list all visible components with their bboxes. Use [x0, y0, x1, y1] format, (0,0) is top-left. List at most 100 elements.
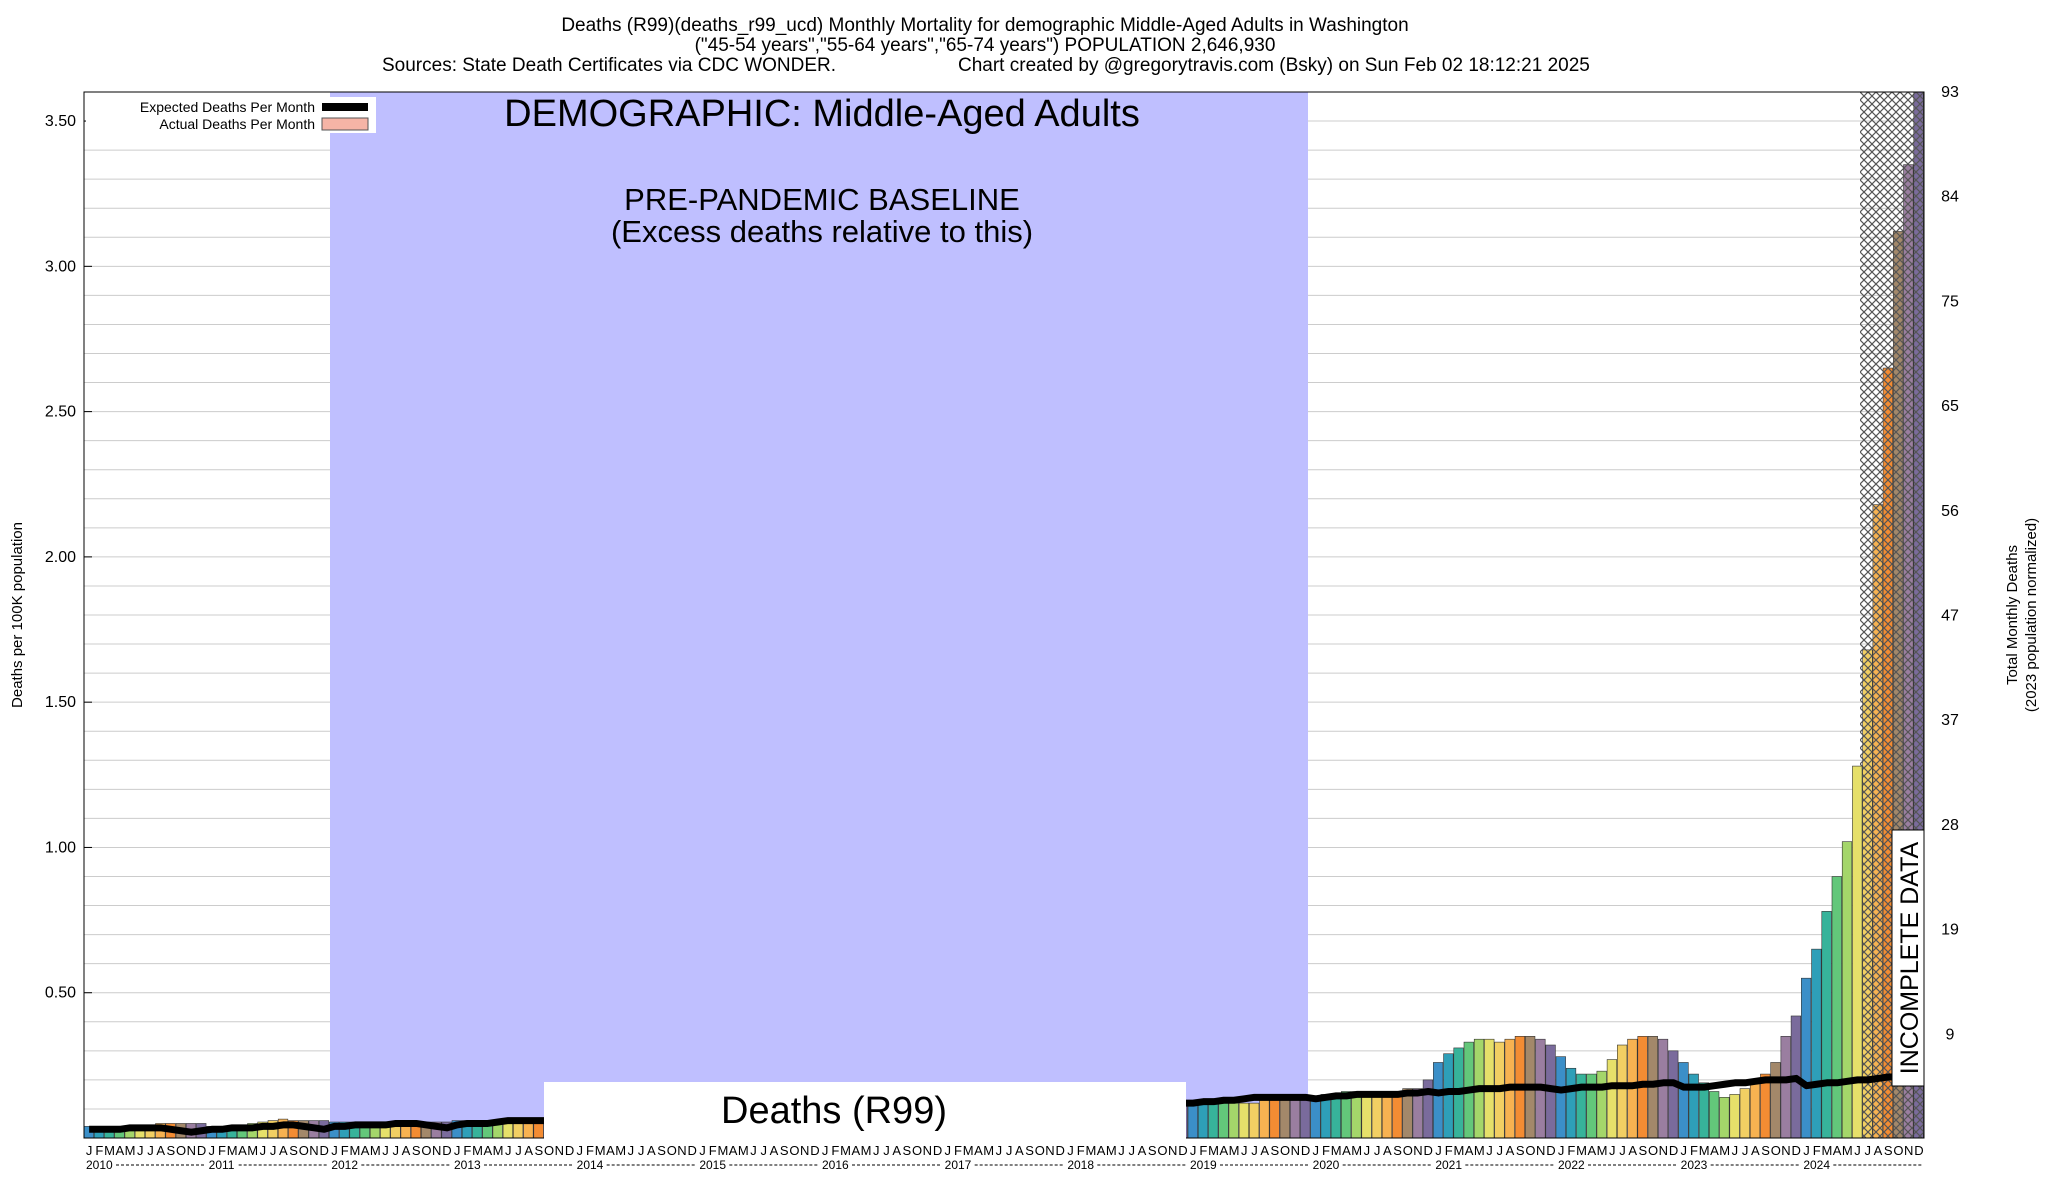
month-tick-label: F	[218, 1143, 226, 1158]
actual-deaths-bar	[1719, 1097, 1730, 1139]
month-tick-label: J	[1374, 1143, 1381, 1158]
month-tick-label: N	[1781, 1143, 1790, 1158]
month-tick-label: F	[1690, 1143, 1698, 1158]
month-tick-label: O	[1771, 1143, 1781, 1158]
month-tick-label: M	[1842, 1143, 1853, 1158]
actual-deaths-bar	[1208, 1102, 1219, 1139]
month-tick-label: O	[1403, 1143, 1413, 1158]
incomplete-bar-hatch	[1872, 504, 1883, 1139]
month-tick-label: J	[393, 1143, 400, 1158]
month-tick-label: D	[197, 1143, 206, 1158]
month-tick-label: N	[1904, 1143, 1913, 1158]
y-tick-label: 3.50	[45, 113, 76, 130]
month-tick-label: M	[1453, 1143, 1464, 1158]
demographic-annotation: DEMOGRAPHIC: Middle-Aged Adults	[504, 93, 1140, 135]
month-tick-label: J	[1435, 1143, 1442, 1158]
month-tick-label: O	[1893, 1143, 1903, 1158]
incomplete-bar-hatch	[1893, 231, 1903, 1139]
month-tick-label: A	[1097, 1143, 1106, 1158]
month-tick-label: A	[851, 1143, 860, 1158]
month-tick-label: D	[1546, 1143, 1555, 1158]
month-tick-label: J	[1364, 1143, 1371, 1158]
month-tick-label: M	[983, 1143, 994, 1158]
month-tick-label: O	[912, 1143, 922, 1158]
month-tick-label: M	[104, 1143, 115, 1158]
month-tick-label: M	[472, 1143, 483, 1158]
month-tick-label: J	[761, 1143, 768, 1158]
month-tick-label: M	[349, 1143, 360, 1158]
actual-deaths-bar	[1371, 1091, 1382, 1139]
month-tick-label: A	[1628, 1143, 1637, 1158]
y2-axis-title-line1: Total Monthly Deaths	[2004, 545, 2021, 685]
month-tick-label: M	[1106, 1143, 1117, 1158]
actual-deaths-bar	[1249, 1102, 1260, 1139]
month-tick-label: S	[1761, 1143, 1770, 1158]
month-tick-label: A	[483, 1143, 492, 1158]
month-tick-label: F	[1813, 1143, 1821, 1158]
month-tick-label: S	[657, 1143, 666, 1158]
y-axis-title: Deaths per 100K population	[9, 522, 26, 708]
baseline-annotation-line2: (Excess deaths relative to this)	[611, 214, 1033, 249]
month-tick-label: J	[1619, 1143, 1626, 1158]
year-label: 2021	[1435, 1158, 1462, 1172]
month-tick-label: J	[454, 1143, 461, 1158]
month-tick-label: S	[289, 1143, 298, 1158]
month-tick-label: A	[279, 1143, 288, 1158]
actual-deaths-bar	[1381, 1091, 1393, 1139]
month-tick-label: M	[1821, 1143, 1832, 1158]
year-label: 2013	[454, 1158, 481, 1172]
actual-deaths-bar	[1197, 1102, 1209, 1139]
incomplete-bar-hatch	[1862, 649, 1873, 1138]
actual-deaths-bar	[1361, 1091, 1372, 1139]
month-tick-label: A	[402, 1143, 411, 1158]
month-tick-label: O	[1035, 1143, 1045, 1158]
month-tick-label: D	[320, 1143, 329, 1158]
month-tick-label: A	[1751, 1143, 1760, 1158]
month-tick-label: M	[1331, 1143, 1342, 1158]
month-tick-label: J	[1313, 1143, 1320, 1158]
actual-deaths-bar	[1310, 1097, 1321, 1139]
year-label: 2020	[1313, 1158, 1340, 1172]
month-tick-label: J	[147, 1143, 154, 1158]
month-tick-label: S	[1393, 1143, 1402, 1158]
month-tick-label: A	[1710, 1143, 1719, 1158]
actual-deaths-bar	[1238, 1102, 1250, 1139]
month-tick-label: J	[1732, 1143, 1739, 1158]
month-tick-label: A	[1465, 1143, 1474, 1158]
month-tick-label: J	[1742, 1143, 1749, 1158]
month-tick-label: J	[505, 1143, 512, 1158]
month-tick-label: N	[555, 1143, 564, 1158]
month-tick-label: D	[688, 1143, 697, 1158]
month-tick-label: N	[1413, 1143, 1422, 1158]
month-tick-label: D	[1424, 1143, 1433, 1158]
month-tick-label: J	[270, 1143, 277, 1158]
actual-deaths-bar	[1657, 1038, 1669, 1139]
month-tick-label: N	[1536, 1143, 1545, 1158]
month-tick-label: D	[442, 1143, 451, 1158]
actual-deaths-bar	[1831, 876, 1842, 1139]
month-tick-label: J	[1067, 1143, 1074, 1158]
y2-tick-label: 84	[1941, 189, 1959, 206]
year-label: 2024	[1803, 1158, 1830, 1172]
month-tick-label: A	[1219, 1143, 1228, 1158]
month-tick-label: S	[780, 1143, 789, 1158]
actual-deaths-bar	[1617, 1044, 1628, 1139]
y2-tick-label: 56	[1941, 503, 1959, 520]
month-tick-label: F	[709, 1143, 717, 1158]
actual-deaths-bar	[1300, 1099, 1311, 1139]
actual-deaths-bar	[1698, 1082, 1710, 1139]
month-tick-label: J	[638, 1143, 645, 1158]
month-tick-label: J	[996, 1143, 1003, 1158]
month-tick-label: M	[595, 1143, 606, 1158]
month-tick-label: N	[1045, 1143, 1054, 1158]
month-tick-label: S	[412, 1143, 421, 1158]
month-tick-label: S	[1884, 1143, 1893, 1158]
y2-tick-label: 28	[1941, 817, 1959, 834]
month-tick-label: S	[167, 1143, 176, 1158]
baseline-annotation-line1: PRE-PANDEMIC BASELINE	[624, 182, 1020, 217]
y2-tick-label: 9	[1946, 1026, 1955, 1043]
actual-deaths-bar	[1279, 1099, 1290, 1139]
month-tick-label: S	[1271, 1143, 1280, 1158]
month-tick-label: A	[606, 1143, 615, 1158]
actual-deaths-bar	[1739, 1088, 1750, 1139]
